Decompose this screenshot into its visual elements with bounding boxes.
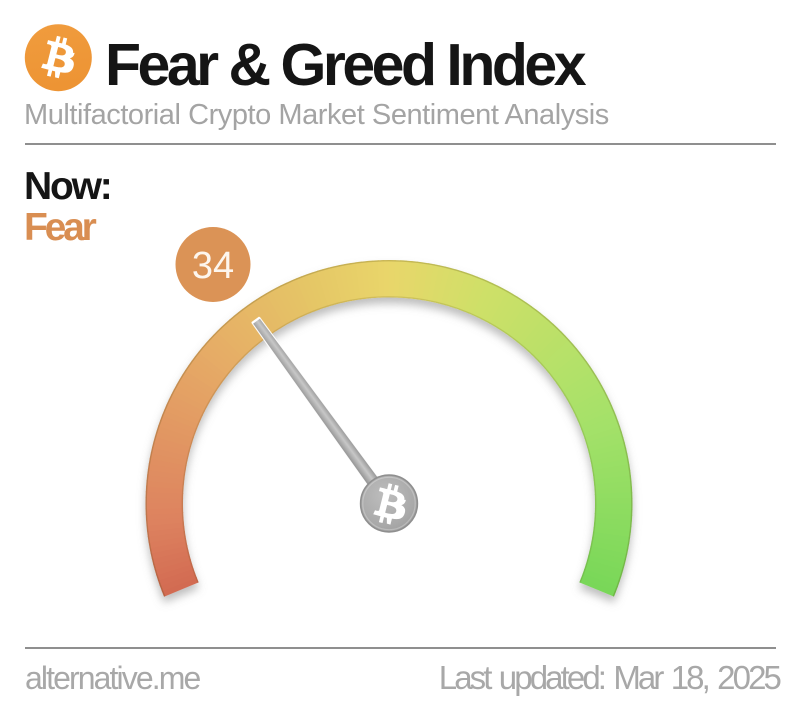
- svg-text:34: 34: [192, 245, 234, 287]
